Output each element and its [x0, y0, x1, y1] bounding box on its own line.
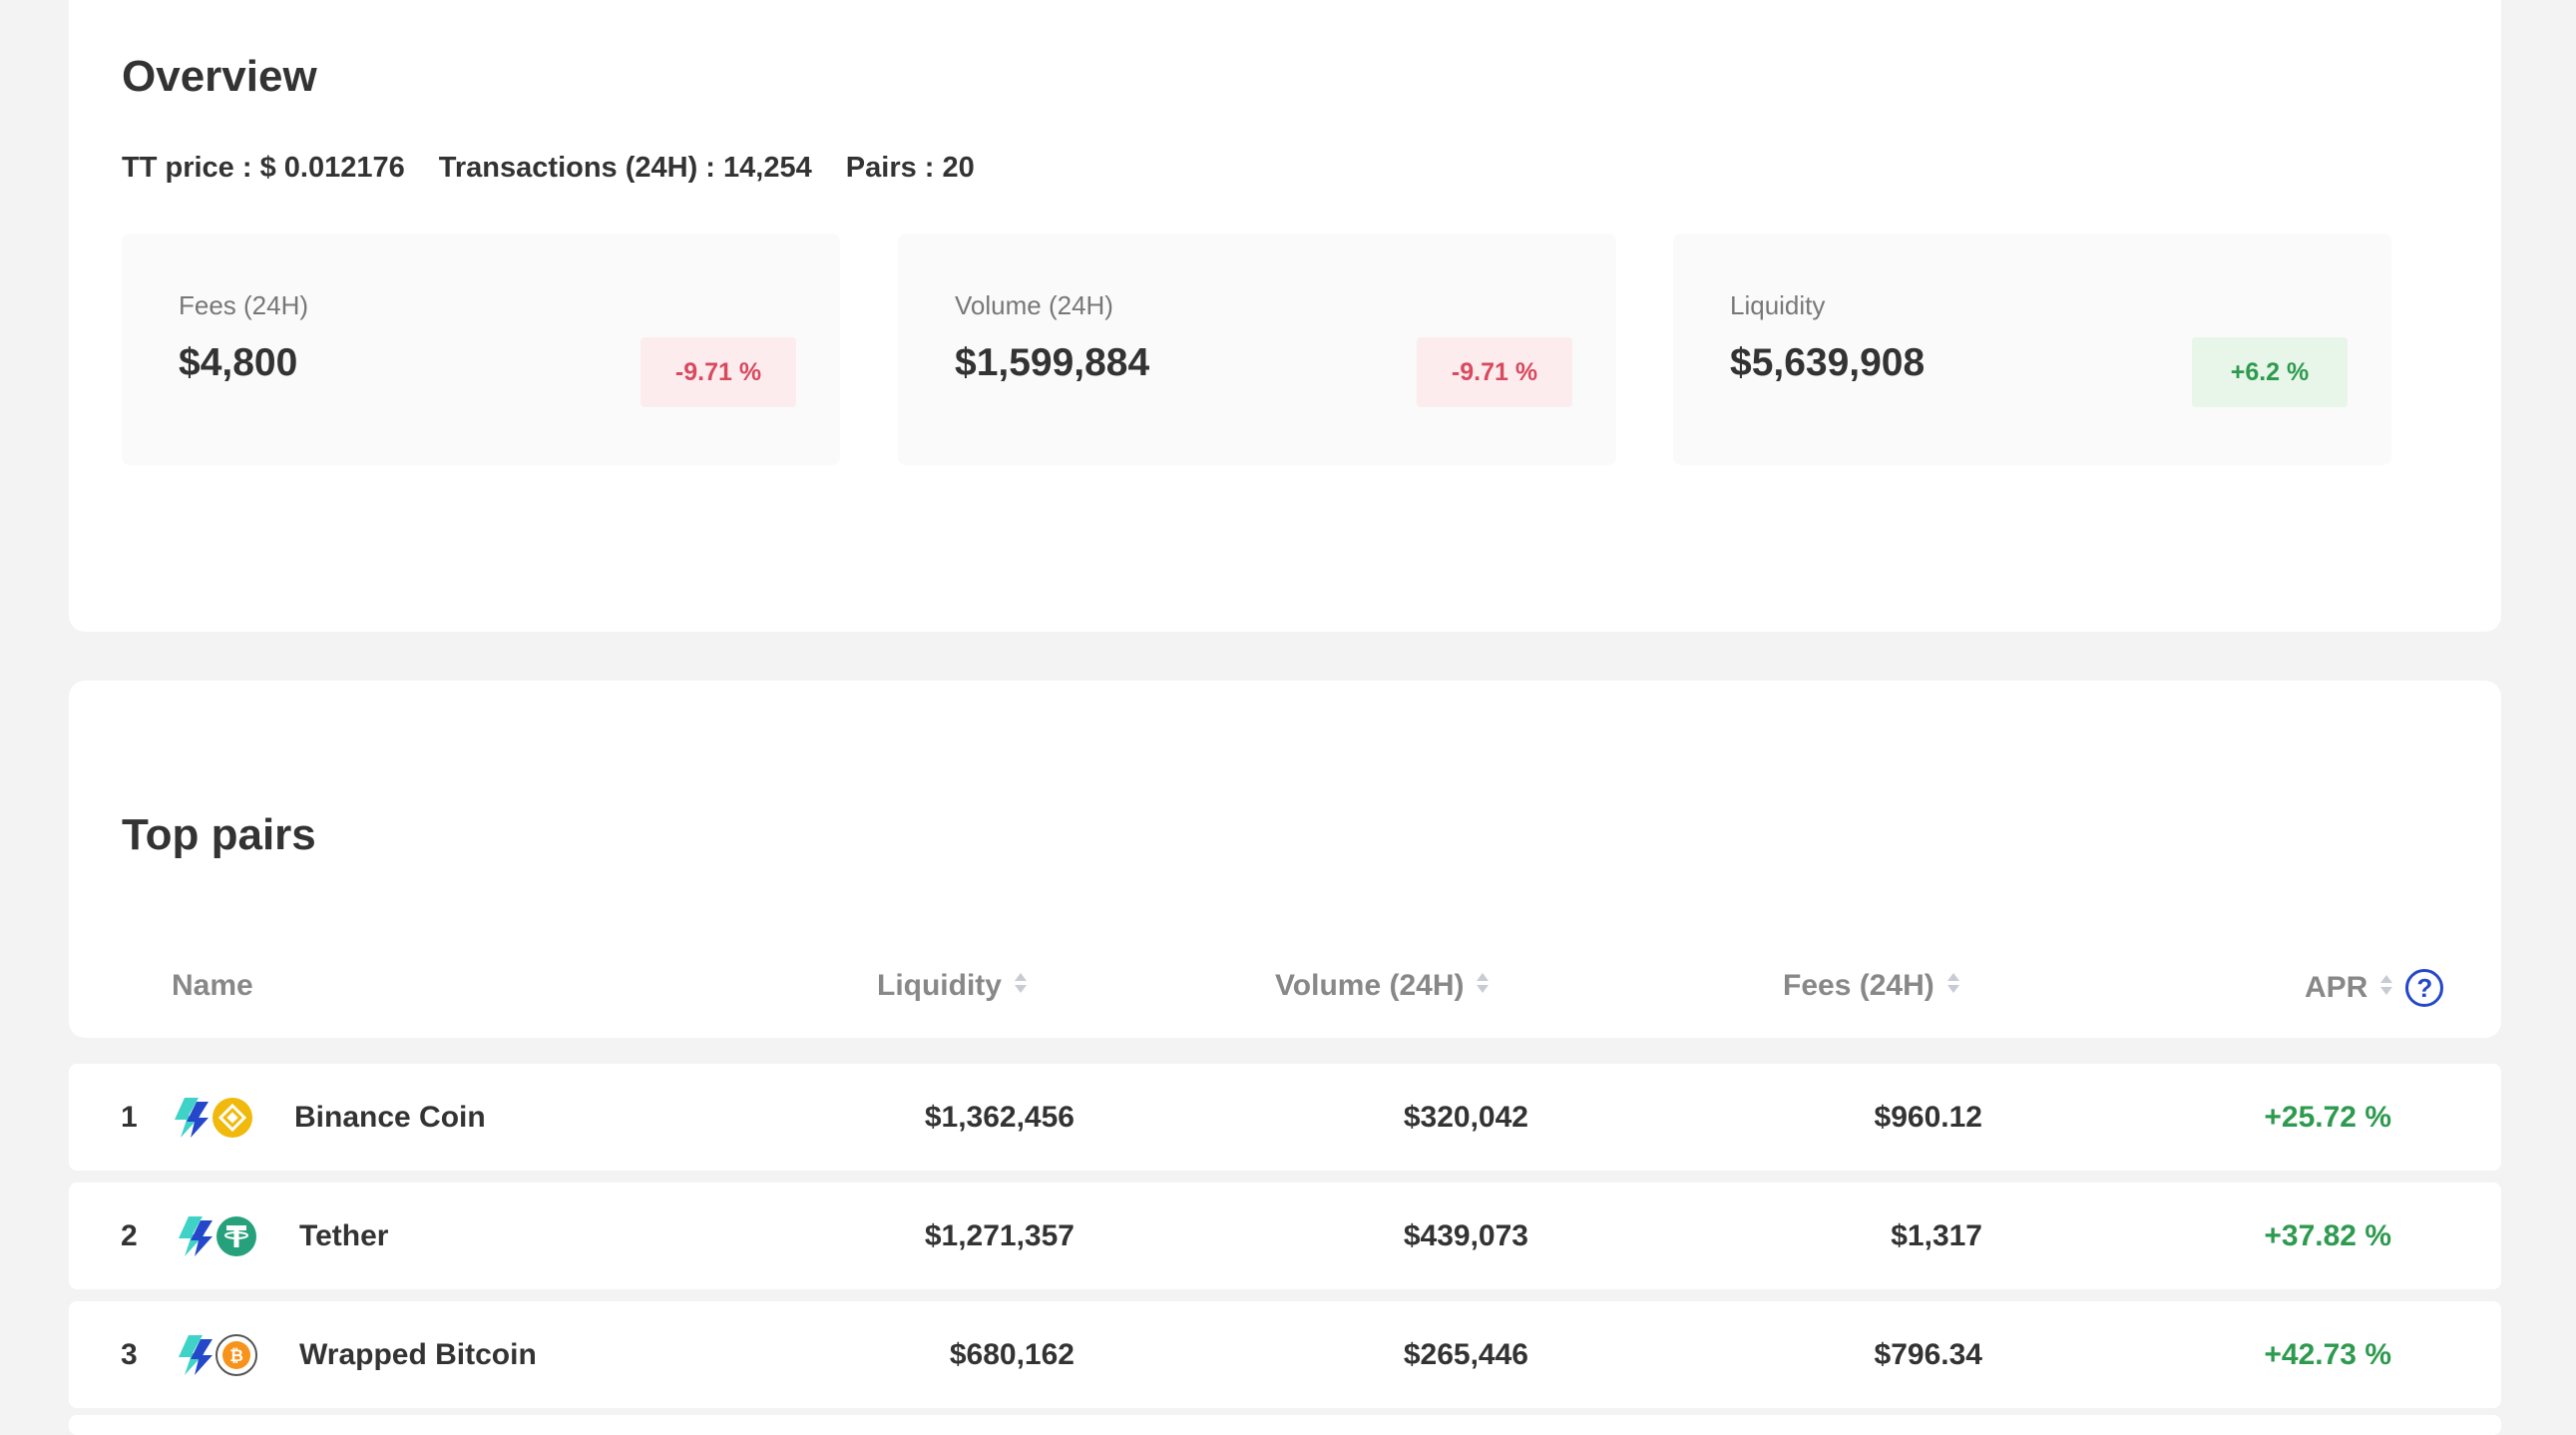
- pair-liquidity: $680,162: [949, 1338, 1074, 1371]
- tt-lightning-icon: [179, 1335, 213, 1375]
- column-header-name: Name: [172, 969, 253, 1003]
- table-row[interactable]: 3 ₿ Wrapped Bitcoin $680,162 $265,446 $7…: [69, 1301, 2501, 1408]
- pair-name[interactable]: Binance Coin: [294, 1101, 486, 1134]
- fees-stat-box: Fees (24H) $4,800 -9.71 %: [122, 234, 840, 465]
- transactions-stat: Transactions (24H) : 14,254: [438, 152, 812, 184]
- tt-lightning-icon: [179, 1216, 213, 1256]
- change-badge: +6.2 %: [2192, 337, 2348, 407]
- sort-icon[interactable]: [2379, 971, 2393, 1005]
- pair-fees: $1,317: [1891, 1219, 1982, 1252]
- column-header-label: APR: [2305, 971, 2368, 1004]
- sort-icon[interactable]: [1476, 969, 1490, 1003]
- pair-apr: +37.82 %: [2264, 1219, 2391, 1252]
- column-header-apr[interactable]: APR ?: [2305, 969, 2444, 1007]
- stat-box-label: Volume (24H): [955, 290, 1113, 320]
- pair-volume: $320,042: [1403, 1101, 1528, 1134]
- help-icon[interactable]: ?: [2405, 969, 2444, 1007]
- stat-box-label: Liquidity: [1730, 290, 1826, 320]
- pair-liquidity: $1,271,357: [924, 1219, 1074, 1252]
- top-pairs-title: Top pairs: [122, 810, 316, 859]
- column-header-liquidity[interactable]: Liquidity: [877, 969, 1028, 1003]
- overview-title: Overview: [122, 52, 317, 101]
- pair-name[interactable]: Tether: [299, 1219, 389, 1252]
- pair-logos: ₿: [177, 1333, 266, 1377]
- sort-icon[interactable]: [1946, 969, 1960, 1003]
- pair-logos: [173, 1096, 262, 1140]
- stat-box-value: $4,800: [179, 341, 298, 384]
- pair-fees: $796.34: [1874, 1338, 1982, 1371]
- liquidity-stat-box: Liquidity $5,639,908 +6.2 %: [1673, 234, 2391, 465]
- top-pairs-card: Top pairs Name Liquidity Volume (24H) Fe…: [69, 681, 2501, 1038]
- column-header-label: Liquidity: [877, 969, 1002, 1002]
- binance-coin-icon: [213, 1098, 252, 1138]
- pair-liquidity: $1,362,456: [924, 1101, 1074, 1134]
- row-rank: 1: [121, 1101, 138, 1134]
- tt-price-stat: TT price : $ 0.012176: [122, 152, 405, 184]
- bitcoin-icon: ₿: [215, 1334, 257, 1376]
- stat-box-value: $1,599,884: [955, 341, 1150, 384]
- table-row[interactable]: 2 Tether $1,271,357 $439,073 $1,317 +37.…: [69, 1183, 2501, 1289]
- overview-card: Overview TT price : $ 0.012176 Transacti…: [69, 0, 2501, 632]
- column-header-fees[interactable]: Fees (24H): [1783, 969, 1960, 1003]
- pair-logos: [177, 1214, 266, 1258]
- change-badge: -9.71 %: [641, 337, 796, 407]
- column-header-label: Volume (24H): [1275, 969, 1465, 1002]
- pair-name[interactable]: Wrapped Bitcoin: [299, 1338, 537, 1371]
- column-header-label: Name: [172, 969, 253, 1002]
- column-header-volume[interactable]: Volume (24H): [1275, 969, 1490, 1003]
- tt-lightning-icon: [175, 1098, 209, 1138]
- table-row-partial: [69, 1415, 2501, 1435]
- pair-volume: $439,073: [1403, 1219, 1528, 1252]
- pair-apr: +42.73 %: [2264, 1338, 2391, 1371]
- stat-box-value: $5,639,908: [1730, 341, 1926, 384]
- pair-volume: $265,446: [1403, 1338, 1528, 1371]
- stat-box-label: Fees (24H): [179, 290, 309, 320]
- row-rank: 2: [121, 1219, 138, 1252]
- volume-stat-box: Volume (24H) $1,599,884 -9.71 %: [898, 234, 1616, 465]
- table-row[interactable]: 1 Binance Coin $1,362,456 $320,042 $960.…: [69, 1064, 2501, 1171]
- pair-apr: +25.72 %: [2264, 1101, 2391, 1134]
- row-rank: 3: [121, 1338, 138, 1371]
- svg-text:₿: ₿: [229, 1346, 243, 1366]
- change-badge: -9.71 %: [1417, 337, 1572, 407]
- tether-icon: [216, 1216, 256, 1256]
- pairs-stat: Pairs : 20: [845, 152, 975, 184]
- column-header-label: Fees (24H): [1783, 969, 1934, 1002]
- overview-stats: TT price : $ 0.012176 Transactions (24H)…: [122, 152, 1001, 185]
- pair-fees: $960.12: [1874, 1101, 1982, 1134]
- sort-icon[interactable]: [1014, 969, 1028, 1003]
